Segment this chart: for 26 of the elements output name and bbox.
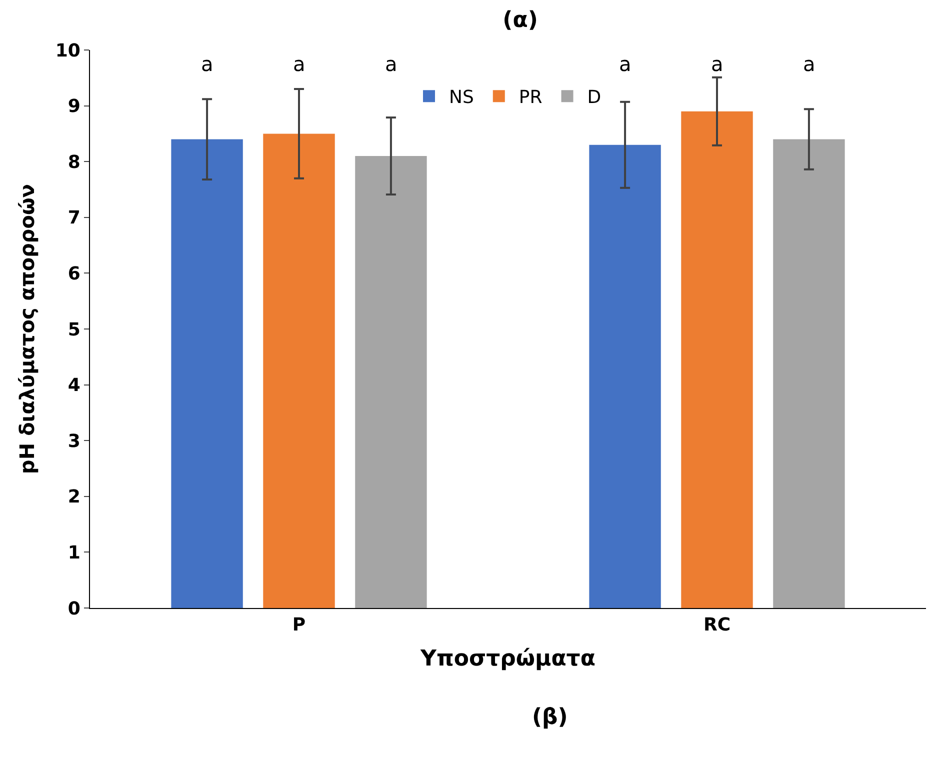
y-tick-label: 1 [68, 542, 80, 564]
y-tick-label: 0 [68, 598, 80, 620]
annotation: a [201, 52, 214, 76]
y-tick-label: 9 [68, 96, 80, 118]
y-tick-label: 2 [68, 486, 80, 508]
y-tick-label: 5 [68, 319, 80, 340]
legend-label: NS [449, 87, 474, 108]
y-tick-label: 3 [68, 430, 80, 452]
annotation: a [803, 52, 816, 76]
y-tick-label: 4 [68, 375, 80, 396]
annotation: a [293, 52, 306, 76]
annotation: a [385, 52, 398, 76]
legend-label: D [587, 87, 602, 108]
y-tick-label: 6 [68, 264, 80, 284]
y-axis-title: pH διαλύματος απορροών [14, 184, 39, 474]
text: (β) [532, 705, 568, 730]
y-tick-label: 10 [55, 40, 80, 62]
x-tick-label: RC [703, 614, 731, 636]
y-tick-label: 8 [68, 152, 80, 173]
annotation: a [619, 52, 632, 76]
x-axis-title: Υποστρώματα [420, 646, 596, 672]
chart-title: (α) [502, 8, 538, 33]
legend-label: PR [518, 87, 542, 108]
y-tick-label: 7 [68, 208, 80, 229]
x-tick-label: P [292, 614, 306, 636]
annotation: a [711, 52, 724, 76]
